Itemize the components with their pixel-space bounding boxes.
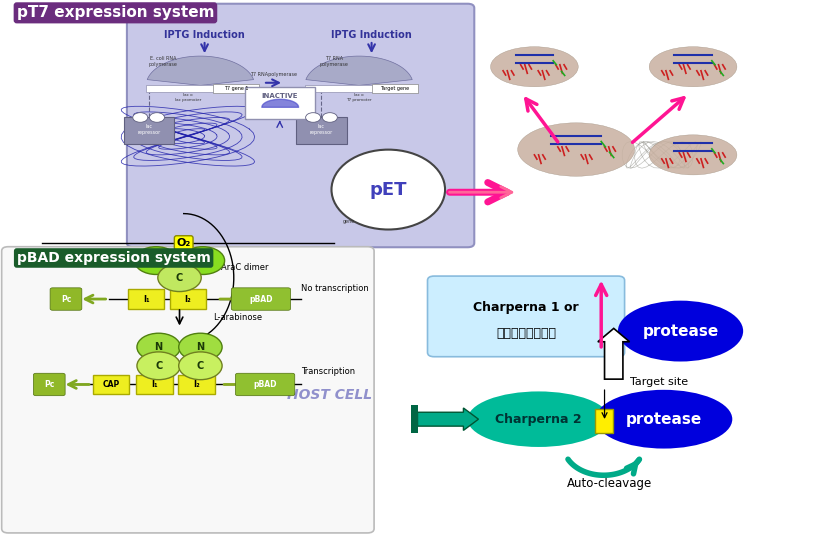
Bar bbox=[146, 85, 255, 92]
Text: N: N bbox=[152, 256, 160, 265]
FancyBboxPatch shape bbox=[33, 373, 65, 396]
Bar bbox=[213, 84, 259, 93]
FancyBboxPatch shape bbox=[428, 276, 625, 357]
Text: lac
repressor: lac repressor bbox=[310, 124, 333, 135]
Bar bbox=[93, 375, 129, 394]
Text: I₂: I₂ bbox=[193, 380, 200, 389]
Text: 스트레스성단백질: 스트레스성단백질 bbox=[496, 327, 556, 340]
Text: pBAD: pBAD bbox=[254, 380, 277, 389]
Text: Auto-cleavage: Auto-cleavage bbox=[567, 477, 652, 490]
Bar bbox=[128, 289, 164, 309]
Polygon shape bbox=[147, 56, 254, 85]
Text: Charperna 1 or: Charperna 1 or bbox=[473, 301, 579, 313]
Text: Transcription: Transcription bbox=[301, 367, 355, 375]
Ellipse shape bbox=[491, 47, 578, 87]
Text: C: C bbox=[176, 273, 183, 282]
Text: INACTIVE: INACTIVE bbox=[261, 93, 298, 99]
Text: Pc: Pc bbox=[61, 295, 71, 303]
Text: N: N bbox=[199, 256, 207, 265]
Ellipse shape bbox=[331, 150, 445, 230]
Circle shape bbox=[133, 113, 148, 122]
Text: Target gene: Target gene bbox=[381, 86, 409, 91]
FancyBboxPatch shape bbox=[235, 373, 295, 396]
Circle shape bbox=[134, 247, 178, 274]
Circle shape bbox=[137, 333, 180, 361]
Circle shape bbox=[181, 247, 225, 274]
Text: C: C bbox=[155, 361, 162, 371]
Text: O₂: O₂ bbox=[176, 238, 191, 248]
Circle shape bbox=[306, 113, 321, 122]
Text: Pc: Pc bbox=[44, 380, 54, 389]
Ellipse shape bbox=[595, 390, 732, 449]
Ellipse shape bbox=[650, 47, 736, 87]
Text: HOST CELL: HOST CELL bbox=[287, 388, 372, 402]
Text: Target site: Target site bbox=[630, 377, 689, 387]
Text: CAP: CAP bbox=[103, 380, 119, 389]
Bar bbox=[595, 409, 613, 433]
Text: pBAD expression system: pBAD expression system bbox=[17, 251, 210, 265]
Text: AraC dimer: AraC dimer bbox=[221, 263, 269, 271]
Circle shape bbox=[149, 113, 164, 122]
Text: T7 RNApolymerase: T7 RNApolymerase bbox=[250, 73, 296, 77]
Text: No transcription: No transcription bbox=[301, 284, 368, 293]
Bar bbox=[372, 84, 418, 93]
Text: pET: pET bbox=[370, 180, 407, 199]
Circle shape bbox=[179, 352, 222, 380]
Text: protease: protease bbox=[642, 324, 719, 339]
Polygon shape bbox=[306, 56, 412, 85]
Circle shape bbox=[322, 113, 337, 122]
Bar bbox=[296, 117, 347, 144]
Bar bbox=[411, 405, 418, 433]
Text: I₁: I₁ bbox=[151, 380, 158, 389]
Text: IPTG Induction: IPTG Induction bbox=[331, 30, 412, 40]
Text: pBAD: pBAD bbox=[250, 295, 273, 303]
Text: Charperna 2: Charperna 2 bbox=[495, 413, 582, 426]
Circle shape bbox=[179, 333, 222, 361]
Text: pT7 expression system: pT7 expression system bbox=[17, 5, 215, 20]
Text: C: C bbox=[197, 361, 204, 371]
Ellipse shape bbox=[650, 135, 736, 175]
FancyBboxPatch shape bbox=[50, 288, 82, 310]
Text: protease: protease bbox=[625, 412, 702, 427]
Text: IPTG Induction: IPTG Induction bbox=[164, 30, 245, 40]
FancyBboxPatch shape bbox=[245, 87, 315, 119]
Bar bbox=[305, 85, 413, 92]
Text: lac
repressor: lac repressor bbox=[137, 124, 160, 135]
Bar bbox=[124, 117, 174, 144]
FancyArrow shape bbox=[418, 408, 478, 430]
Ellipse shape bbox=[618, 301, 743, 362]
Text: N: N bbox=[154, 342, 163, 352]
Text: lac o
lac promoter: lac o lac promoter bbox=[175, 93, 201, 102]
Bar bbox=[170, 289, 206, 309]
Circle shape bbox=[158, 264, 201, 292]
Ellipse shape bbox=[468, 391, 610, 447]
Text: N: N bbox=[196, 342, 205, 352]
FancyBboxPatch shape bbox=[2, 247, 374, 533]
FancyBboxPatch shape bbox=[127, 4, 474, 247]
Text: lac o
T7 promoter: lac o T7 promoter bbox=[347, 93, 372, 102]
Bar bbox=[136, 375, 173, 394]
Text: I₂: I₂ bbox=[185, 295, 191, 303]
Bar bbox=[178, 375, 215, 394]
Text: T7 RNA
polymerase: T7 RNA polymerase bbox=[320, 56, 348, 67]
Text: T7 gene 1: T7 gene 1 bbox=[224, 86, 249, 91]
Text: I₁: I₁ bbox=[143, 295, 149, 303]
FancyBboxPatch shape bbox=[231, 288, 291, 310]
Text: L-arabinose: L-arabinose bbox=[213, 313, 262, 322]
Text: E. coli RNA
polymerase: E. coli RNA polymerase bbox=[149, 56, 177, 67]
FancyArrow shape bbox=[598, 328, 630, 379]
Ellipse shape bbox=[518, 123, 635, 176]
Circle shape bbox=[137, 352, 180, 380]
Text: gene: gene bbox=[342, 219, 355, 224]
